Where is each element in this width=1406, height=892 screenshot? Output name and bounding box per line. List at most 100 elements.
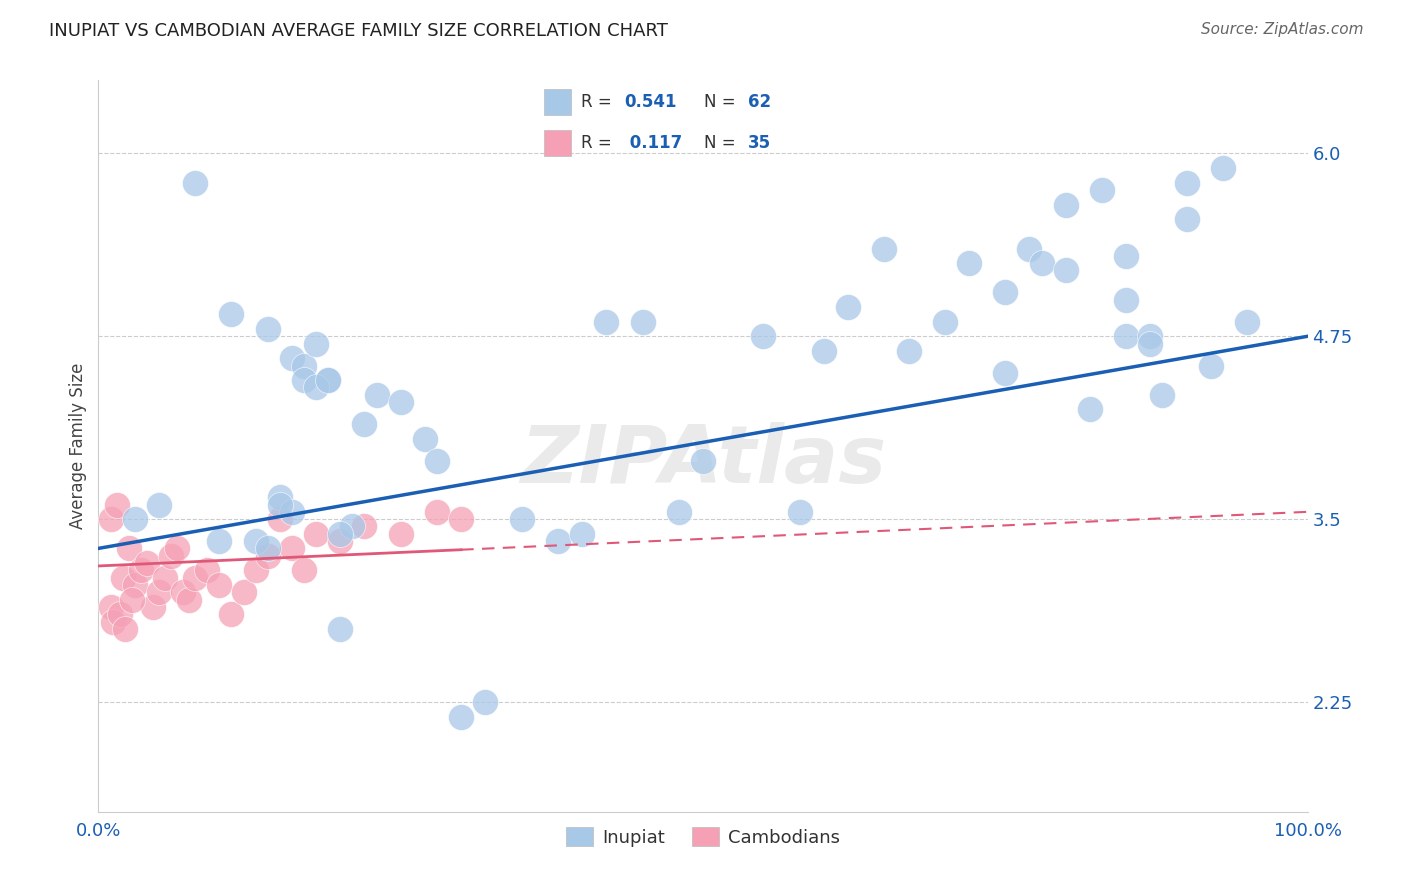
Legend: Inupiat, Cambodians: Inupiat, Cambodians: [558, 820, 848, 854]
Point: [353, 417, 375, 431]
Point: [142, 599, 165, 614]
Text: Source: ZipAtlas.com: Source: ZipAtlas.com: [1201, 22, 1364, 37]
Bar: [544, 89, 571, 115]
Point: [221, 307, 243, 321]
Point: [1031, 256, 1053, 270]
Point: [135, 556, 157, 570]
Point: [329, 526, 352, 541]
Point: [873, 242, 896, 256]
Point: [1175, 176, 1198, 190]
Point: [281, 351, 304, 366]
Point: [129, 563, 152, 577]
Point: [450, 709, 472, 723]
Point: [389, 526, 412, 541]
Point: [1236, 315, 1258, 329]
Point: [668, 505, 690, 519]
Point: [957, 256, 980, 270]
Point: [184, 571, 207, 585]
Point: [1091, 183, 1114, 197]
Point: [1018, 242, 1040, 256]
Point: [305, 336, 328, 351]
Point: [631, 315, 654, 329]
Point: [172, 585, 194, 599]
Point: [752, 329, 775, 343]
Point: [789, 505, 811, 519]
Point: [305, 526, 328, 541]
Point: [837, 300, 859, 314]
Point: [413, 432, 436, 446]
Point: [1212, 161, 1234, 175]
Point: [1175, 212, 1198, 227]
Point: [148, 498, 170, 512]
Point: [269, 490, 291, 504]
Point: [1139, 336, 1161, 351]
Point: [595, 315, 617, 329]
Text: 0.117: 0.117: [624, 134, 682, 153]
Point: [160, 549, 183, 563]
Point: [245, 534, 267, 549]
Point: [329, 534, 352, 549]
Point: [281, 541, 304, 556]
Point: [245, 563, 267, 577]
Point: [292, 359, 315, 373]
Point: [510, 512, 533, 526]
Point: [105, 498, 128, 512]
Point: [342, 519, 364, 533]
Point: [426, 505, 449, 519]
Y-axis label: Average Family Size: Average Family Size: [69, 363, 87, 529]
Text: N =: N =: [704, 93, 741, 112]
Point: [316, 373, 339, 387]
Point: [292, 373, 315, 387]
Point: [221, 607, 243, 622]
Point: [121, 592, 143, 607]
Point: [571, 526, 593, 541]
Text: N =: N =: [704, 134, 741, 153]
Point: [195, 563, 218, 577]
Point: [256, 549, 278, 563]
Text: R =: R =: [581, 93, 617, 112]
Point: [118, 541, 141, 556]
Point: [1078, 402, 1101, 417]
Point: [813, 343, 835, 358]
Point: [153, 571, 176, 585]
Point: [329, 622, 352, 636]
Point: [124, 578, 146, 592]
Point: [994, 366, 1017, 380]
Point: [108, 607, 131, 622]
Point: [1152, 388, 1174, 402]
Point: [1054, 197, 1077, 211]
Point: [292, 563, 315, 577]
Point: [305, 380, 328, 394]
Point: [124, 512, 146, 526]
Point: [450, 512, 472, 526]
Point: [1115, 329, 1137, 343]
Point: [208, 578, 231, 592]
Point: [269, 512, 291, 526]
Point: [994, 285, 1017, 300]
Point: [1139, 329, 1161, 343]
Point: [1115, 293, 1137, 307]
Point: [269, 498, 291, 512]
Point: [316, 373, 339, 387]
Point: [256, 541, 278, 556]
Point: [256, 322, 278, 336]
Point: [114, 622, 136, 636]
Text: 35: 35: [748, 134, 770, 153]
Point: [474, 695, 496, 709]
Point: [389, 395, 412, 409]
Point: [547, 534, 569, 549]
Point: [184, 176, 207, 190]
Point: [101, 615, 124, 629]
Point: [934, 315, 956, 329]
Point: [208, 534, 231, 549]
Point: [426, 453, 449, 467]
Point: [111, 571, 134, 585]
Text: 62: 62: [748, 93, 770, 112]
Text: 0.541: 0.541: [624, 93, 676, 112]
Point: [897, 343, 920, 358]
Point: [366, 388, 388, 402]
Point: [281, 505, 304, 519]
Point: [100, 512, 122, 526]
Text: ZIPAtlas: ZIPAtlas: [520, 422, 886, 500]
Point: [179, 592, 201, 607]
